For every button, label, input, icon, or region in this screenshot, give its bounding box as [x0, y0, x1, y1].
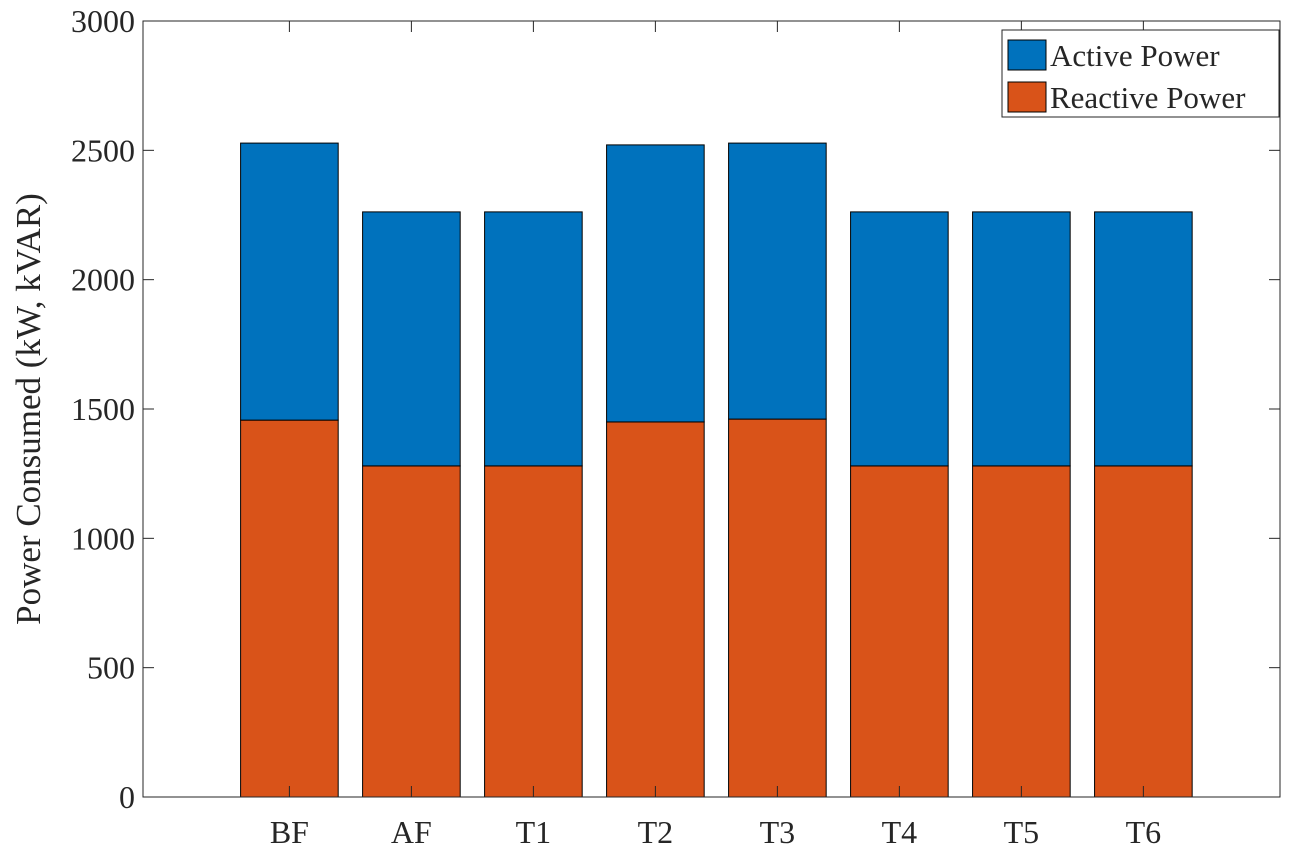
x-axis: BF AF T1 T2 T3 T4 T5 T6: [270, 21, 1161, 850]
x-tick-label: AF: [391, 814, 432, 850]
x-tick-label: T5: [1004, 814, 1040, 850]
bar-reactive-power-t1: [484, 465, 583, 798]
x-tick-label: T4: [882, 814, 918, 850]
x-tick-label: BF: [270, 814, 309, 850]
y-tick-label: 500: [87, 650, 135, 686]
y-tick-label: 2000: [71, 262, 135, 298]
x-tick-label: T1: [516, 814, 552, 850]
bar-active-power-t3: [728, 142, 827, 420]
y-tick-label: 1000: [71, 520, 135, 556]
y-tick-label: 1500: [71, 391, 135, 427]
x-tick-label: T6: [1126, 814, 1162, 850]
legend-swatch-active-power: [1007, 39, 1047, 71]
bar-reactive-power-t2: [606, 421, 705, 798]
bar-active-power-t4: [850, 211, 949, 467]
x-tick-label: T3: [760, 814, 796, 850]
bar-reactive-power-t5: [972, 465, 1071, 798]
bar-reactive-power-af: [362, 465, 461, 798]
y-axis-label: Power Consumed (kW, kVAR): [9, 193, 48, 625]
bars-group: [240, 142, 1193, 798]
bar-active-power-af: [362, 211, 461, 467]
bar-reactive-power-t6: [1094, 465, 1193, 798]
bar-reactive-power-bf: [240, 419, 339, 798]
bar-active-power-bf: [240, 142, 339, 421]
bar-reactive-power-t4: [850, 465, 949, 798]
x-tick-label: T2: [638, 814, 674, 850]
legend-label-reactive-power: Reactive Power: [1050, 80, 1246, 115]
bar-active-power-t6: [1094, 211, 1193, 467]
y-tick-label: 2500: [71, 132, 135, 168]
bar-active-power-t1: [484, 211, 583, 467]
y-tick-label: 3000: [71, 3, 135, 39]
legend: Active Power Reactive Power: [1001, 29, 1280, 118]
legend-swatch-reactive-power: [1007, 81, 1047, 113]
y-axis: 0 500 1000 1500 2000 2500 3000: [71, 3, 1280, 815]
bar-reactive-power-t3: [728, 418, 827, 798]
legend-box: [1001, 29, 1280, 118]
y-tick-label: 0: [119, 779, 135, 815]
bar-active-power-t2: [606, 144, 705, 423]
bar-active-power-t5: [972, 211, 1071, 467]
legend-label-active-power: Active Power: [1050, 38, 1220, 73]
